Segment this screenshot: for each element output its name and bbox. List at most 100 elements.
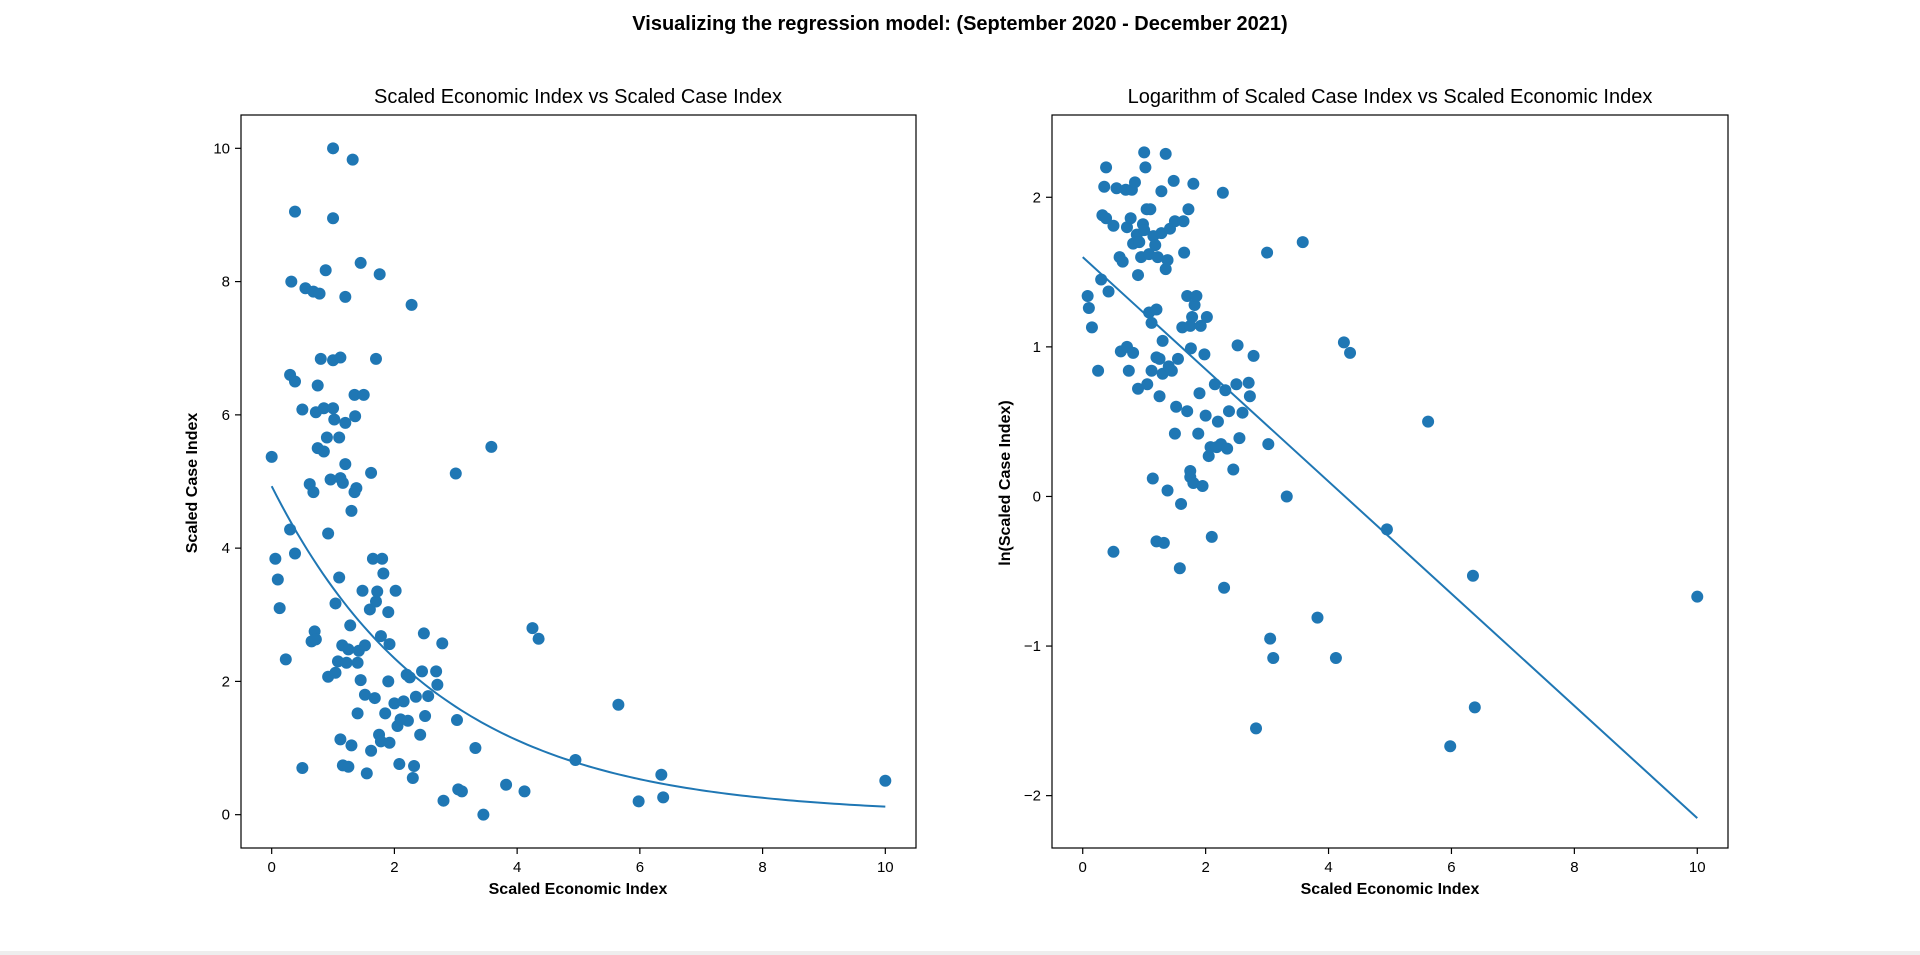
left-data-point xyxy=(379,707,392,720)
right-data-point xyxy=(1167,174,1180,187)
left-data-point xyxy=(327,402,340,415)
left-data-point xyxy=(356,584,369,597)
right-data-point xyxy=(1264,632,1277,645)
left-data-point xyxy=(309,633,322,646)
right-data-point xyxy=(1157,536,1170,549)
left-data-point xyxy=(437,794,450,807)
right-data-point xyxy=(1344,346,1357,359)
left-data-point xyxy=(408,760,421,773)
right-data-point xyxy=(1466,569,1479,582)
left-xtick-label: 8 xyxy=(758,859,766,876)
right-data-point xyxy=(1236,406,1249,419)
left-data-point xyxy=(655,768,668,781)
right-data-point xyxy=(1196,479,1209,492)
left-data-point xyxy=(416,665,429,678)
left-data-point xyxy=(329,666,342,679)
left-data-point xyxy=(334,351,347,364)
left-data-point xyxy=(339,416,352,429)
right-data-point xyxy=(1262,438,1275,451)
right-data-point xyxy=(1149,239,1162,252)
right-data-point xyxy=(1250,722,1263,735)
right-data-point xyxy=(1107,545,1120,558)
left-xtick-label: 6 xyxy=(636,859,644,876)
left-data-point xyxy=(368,692,381,705)
left-data-point xyxy=(383,736,396,749)
right-data-point xyxy=(1173,562,1186,575)
left-data-point xyxy=(657,791,670,804)
left-data-point xyxy=(397,695,410,708)
left-data-point xyxy=(388,697,401,710)
right-data-point xyxy=(1181,290,1194,303)
right-data-point xyxy=(1227,463,1240,476)
window-bottom-edge xyxy=(0,951,1920,955)
left-data-point xyxy=(422,690,435,703)
right-chart-plot: 0 2 4 6 8 10 −2 −1 0 1 2 xyxy=(1024,114,1729,876)
left-data-point xyxy=(366,552,379,565)
left-data-point xyxy=(333,431,346,444)
left-data-point xyxy=(320,431,333,444)
right-data-point xyxy=(1243,390,1256,403)
right-data-point xyxy=(1188,298,1201,311)
left-data-point xyxy=(265,450,278,463)
right-data-point xyxy=(1311,611,1324,624)
left-data-point xyxy=(449,467,462,480)
right-data-point xyxy=(1194,319,1207,332)
left-data-point xyxy=(365,466,378,479)
right-data-point xyxy=(1222,405,1235,418)
right-data-point xyxy=(1280,490,1293,503)
left-data-point xyxy=(455,785,468,798)
right-data-point xyxy=(1153,390,1166,403)
left-data-point xyxy=(350,482,363,495)
left-data-point xyxy=(477,808,490,821)
left-data-point xyxy=(879,774,892,787)
right-data-point xyxy=(1218,581,1231,594)
right-data-point xyxy=(1184,342,1197,355)
right-data-point xyxy=(1219,384,1232,397)
right-data-point xyxy=(1205,530,1218,543)
left-data-point xyxy=(336,476,349,489)
left-data-point xyxy=(389,584,402,597)
left-data-point xyxy=(526,622,539,635)
left-data-point xyxy=(271,573,284,586)
right-data-point xyxy=(1199,409,1212,422)
right-data-point xyxy=(1230,378,1243,391)
left-data-point xyxy=(360,767,373,780)
left-data-point xyxy=(344,619,357,632)
right-data-point xyxy=(1178,246,1191,259)
left-regression-curve xyxy=(270,485,886,808)
left-data-point xyxy=(354,256,367,269)
left-data-point xyxy=(354,674,367,687)
left-ytick-label: 10 xyxy=(213,140,230,157)
left-data-point xyxy=(329,597,342,610)
right-regression-line xyxy=(1082,256,1698,819)
right-data-point xyxy=(1128,176,1141,189)
left-data-point xyxy=(279,653,292,666)
right-data-point xyxy=(1267,652,1280,665)
left-data-point xyxy=(342,643,355,656)
right-data-point xyxy=(1296,236,1309,249)
right-data-point xyxy=(1138,146,1151,159)
left-data-point xyxy=(307,486,320,499)
left-data-point xyxy=(324,473,337,486)
right-data-point xyxy=(1216,186,1229,199)
right-data-point xyxy=(1165,364,1178,377)
left-data-point xyxy=(340,656,353,669)
right-data-point xyxy=(1146,472,1159,485)
left-data-point xyxy=(327,142,340,155)
right-xtick-label: 4 xyxy=(1324,859,1332,876)
left-data-point xyxy=(406,772,419,785)
left-data-point xyxy=(409,690,422,703)
right-data-point xyxy=(1168,215,1181,228)
right-data-point xyxy=(1177,215,1190,228)
right-data-point xyxy=(1139,161,1152,174)
right-data-point xyxy=(1181,405,1194,418)
left-data-point xyxy=(370,595,382,608)
left-data-point xyxy=(317,445,330,458)
left-data-point xyxy=(374,630,387,643)
left-data-point xyxy=(322,527,335,540)
right-data-point xyxy=(1444,740,1457,753)
left-data-point xyxy=(273,602,286,615)
right-data-point xyxy=(1110,182,1123,195)
